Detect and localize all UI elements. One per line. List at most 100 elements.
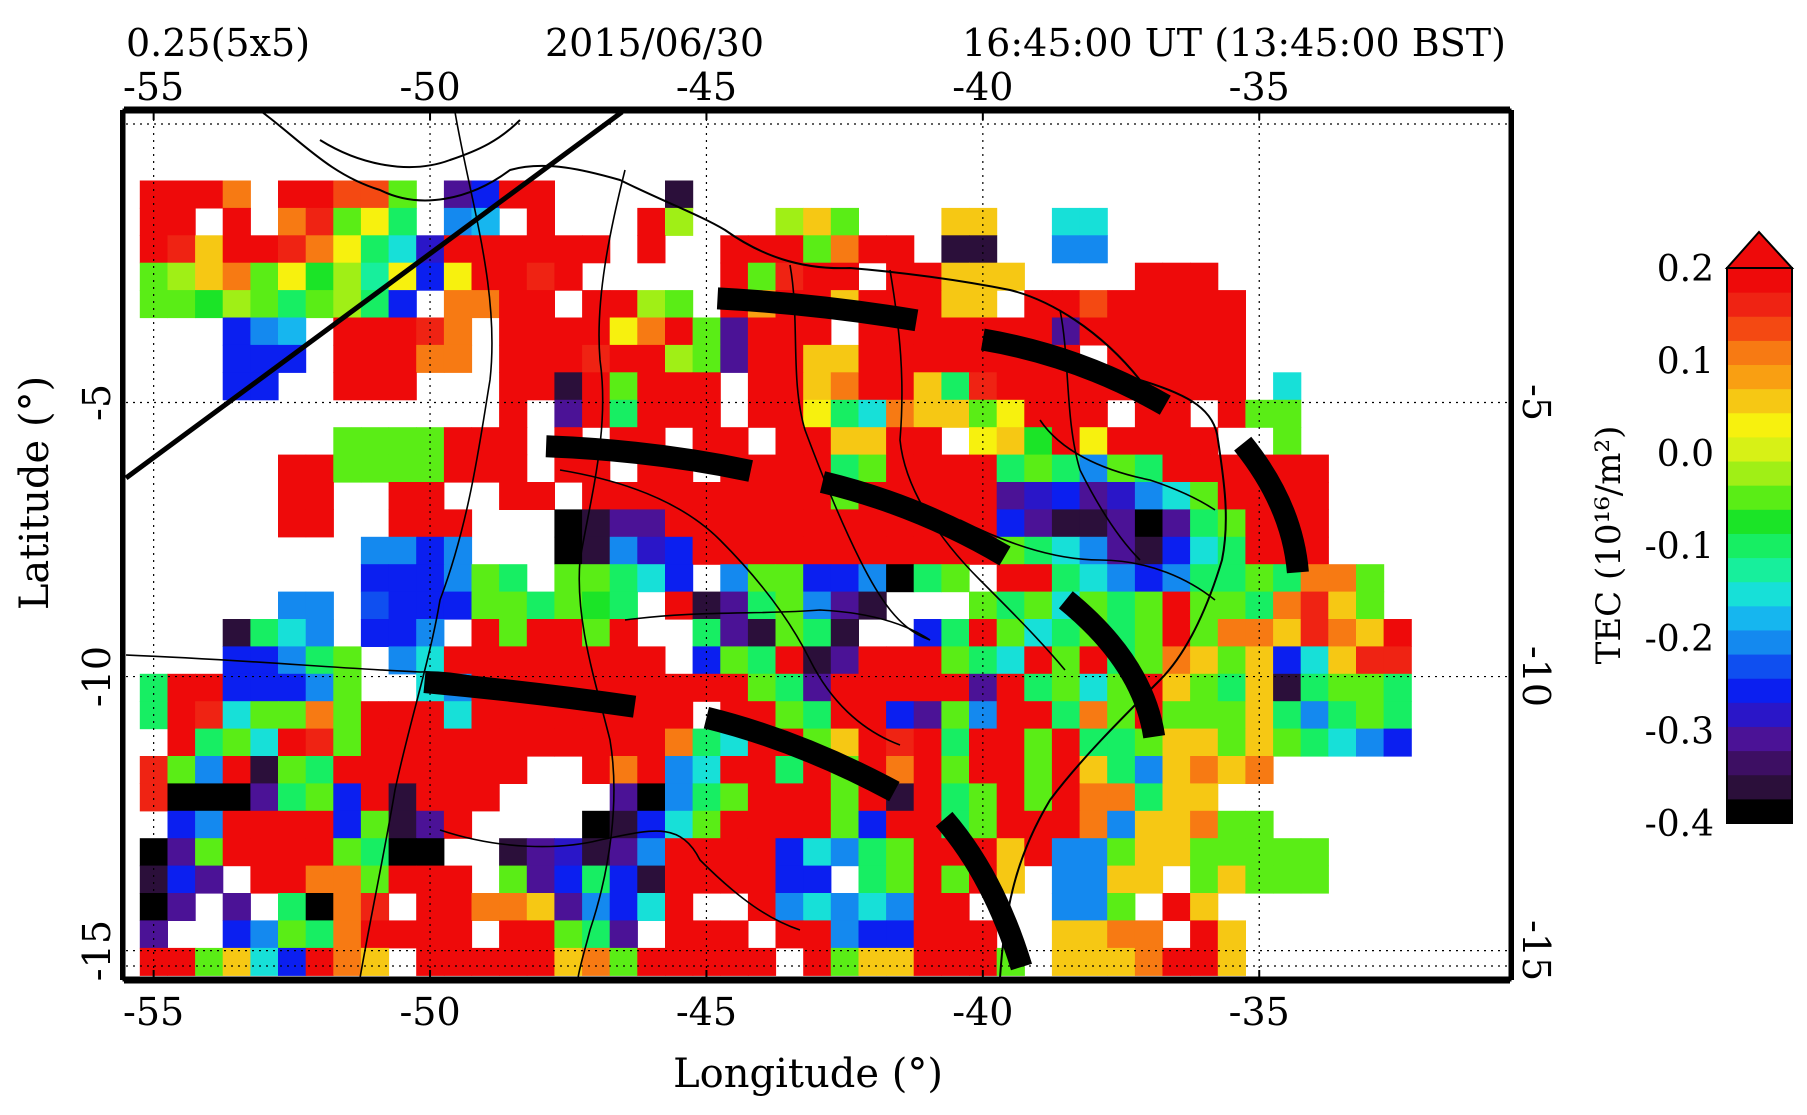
tec-cell [1051, 810, 1081, 839]
colorbar-tick-label: -0.1 [1645, 527, 1714, 568]
tec-cell [858, 893, 887, 921]
tec-cell [830, 810, 859, 839]
tec-cell [222, 893, 251, 921]
tec-cell [747, 673, 777, 702]
tec-cell [167, 262, 196, 291]
tec-cell [637, 646, 666, 675]
tec-cell [1024, 509, 1053, 538]
tec-cell [941, 262, 970, 291]
tec-cell [1328, 619, 1357, 647]
tec-cell [996, 810, 1025, 839]
tec-cell [305, 893, 334, 921]
y-tick-label-left: -5 [75, 384, 119, 421]
tec-cell [360, 536, 390, 565]
tec-cell [609, 372, 638, 401]
state-border-6 [1039, 419, 1216, 511]
tec-cell [609, 728, 638, 757]
tec-cell [499, 564, 528, 593]
tec-cell [637, 344, 666, 373]
tec-cell [526, 372, 555, 401]
tec-cell [858, 536, 887, 565]
colorbar-segment [1727, 268, 1792, 293]
tec-cell [1190, 619, 1219, 647]
tec-cell [1356, 619, 1385, 647]
tec-cell [1356, 728, 1385, 757]
tec-cell [305, 591, 334, 620]
tec-cell [996, 591, 1025, 620]
tec-cell [830, 235, 859, 264]
tec-cell [195, 947, 224, 976]
tec-cell [941, 454, 970, 483]
front-arc [980, 328, 1171, 415]
tec-cell [1162, 317, 1191, 346]
tec-cell [941, 372, 970, 401]
tec-cell [1273, 591, 1302, 620]
tec-cell [278, 947, 307, 976]
tec-cell [1107, 810, 1136, 839]
tec-cell [1051, 865, 1081, 894]
tec-cell [1273, 646, 1302, 675]
tec-cell [830, 646, 859, 675]
state-border-7 [959, 519, 1216, 601]
tec-cell [139, 865, 168, 894]
tec-cell [886, 372, 915, 401]
tec-cell [858, 454, 887, 483]
tec-cell [554, 646, 583, 675]
tec-cell [858, 673, 887, 702]
tec-cell [222, 180, 251, 209]
tec-cell [886, 893, 915, 921]
tec-cell [1273, 619, 1302, 647]
tec-cell [1383, 701, 1412, 730]
tec-cell [360, 235, 390, 264]
tec-cell [554, 865, 583, 894]
tec-cell [305, 810, 334, 839]
colorbar-extend-triangle [1724, 230, 1795, 269]
tec-cell [222, 262, 251, 291]
tec-cell [443, 536, 473, 565]
tec-cell [1134, 262, 1164, 291]
tec-cell [830, 673, 859, 702]
x-tick-label-top: -50 [399, 65, 460, 109]
tec-cell [637, 756, 666, 784]
colorbar-segment [1727, 726, 1792, 752]
tec-cell [886, 235, 915, 264]
tec-cell [1190, 838, 1219, 867]
tec-cell [1134, 344, 1164, 373]
tec-cell [333, 646, 362, 675]
tec-cell [1162, 673, 1191, 702]
tec-cell [609, 838, 638, 867]
tec-cell [803, 564, 832, 593]
x-tick-label-top: -40 [952, 65, 1013, 109]
tec-cell [941, 235, 970, 264]
tec-cell [803, 509, 832, 538]
tec-cell [388, 536, 417, 565]
tec-cell [305, 235, 334, 264]
tec-cell [360, 317, 390, 346]
tec-cell [582, 591, 611, 620]
tec-cell [554, 947, 583, 976]
tec-cell [609, 564, 638, 593]
tec-cell [941, 893, 970, 921]
tec-cell [1051, 317, 1081, 346]
tec-cell [222, 728, 251, 757]
tec-cell [830, 372, 859, 401]
tec-cell [720, 317, 749, 346]
coastline-inner [319, 119, 521, 169]
tec-cell [333, 454, 362, 483]
tec-cell [830, 509, 859, 538]
tec-cell [1162, 536, 1191, 565]
tec-cell [333, 838, 362, 867]
tec-cell [1107, 509, 1136, 538]
tec-cell [996, 646, 1025, 675]
tec-cell [886, 701, 915, 730]
tec-cell [554, 454, 583, 483]
tec-cell [305, 262, 334, 291]
diagonal-boundary-line [124, 109, 624, 481]
tec-cell [1300, 728, 1329, 757]
tec-cell [360, 920, 390, 949]
tec-cell [1273, 427, 1302, 456]
tec-cell [1134, 810, 1164, 839]
tec-cell [858, 235, 887, 264]
tec-cell [775, 317, 804, 346]
tec-cell [665, 372, 694, 401]
